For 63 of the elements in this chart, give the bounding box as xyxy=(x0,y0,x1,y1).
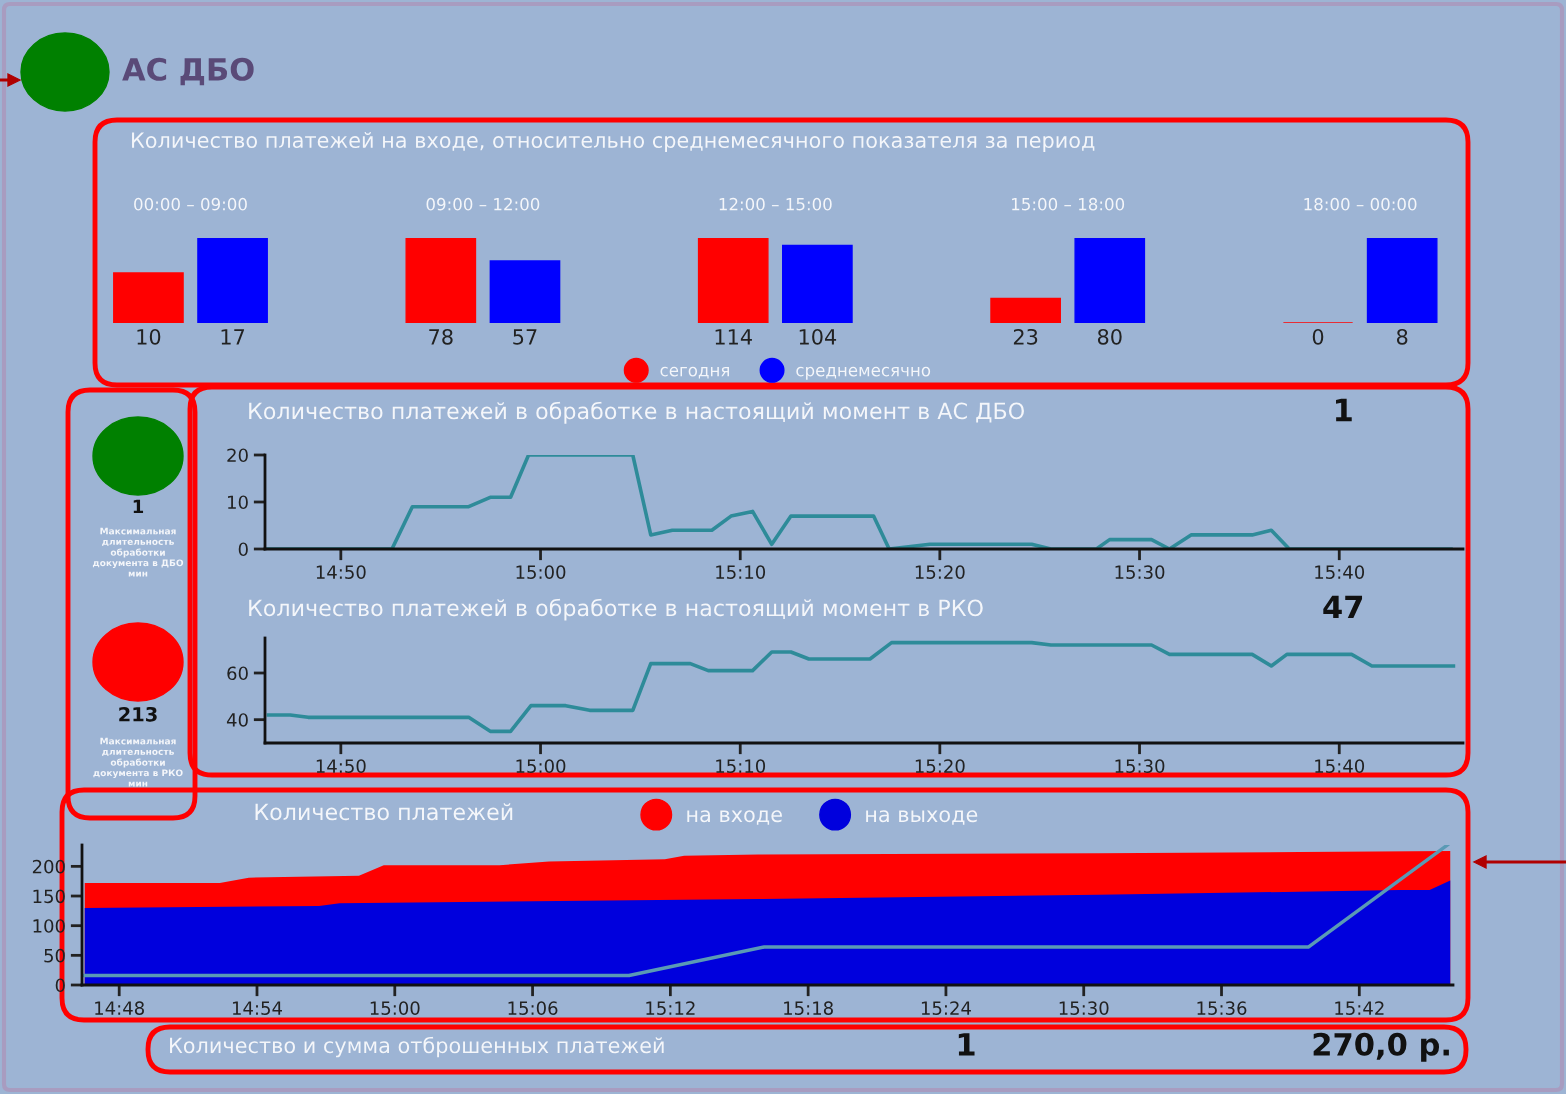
legend-label: на входе xyxy=(687,810,782,825)
chart-title: 15:00 – 18:00 xyxy=(1012,197,1125,211)
x-tick-label: 14:54 xyxy=(232,1001,282,1015)
data-label: 23 xyxy=(1013,328,1038,345)
data-label: 8 xyxy=(1396,328,1408,345)
x-tick-label: 14:48 xyxy=(95,1001,144,1015)
y-tick-label: 10 xyxy=(228,495,248,510)
x-tick-label: 15:40 xyxy=(1315,759,1365,773)
text: Максимальная длительность обработки документа в ДБО мин xyxy=(92,527,184,577)
text: Количество и сумма отброшенных платежей xyxy=(170,1036,664,1058)
data-label: 80 xyxy=(1097,328,1122,345)
data-label: 78 xyxy=(429,328,453,345)
y-tick-label: 0 xyxy=(238,542,248,557)
chart-title: 12:00 – 15:00 xyxy=(719,197,832,211)
legend-label: на выходе xyxy=(866,810,978,825)
x-tick-label: 15:42 xyxy=(1335,1001,1384,1015)
x-tick-label: 14:50 xyxy=(316,759,366,773)
x-tick-label: 15:12 xyxy=(646,1001,695,1015)
text: 1 xyxy=(958,1033,975,1056)
line-series xyxy=(265,455,1453,549)
x-tick-label: 15:20 xyxy=(915,759,965,773)
x-tick-label: 15:30 xyxy=(1059,1001,1109,1015)
y-tick-label: 40 xyxy=(226,713,248,727)
y-tick-label: 60 xyxy=(227,666,248,681)
x-tick-label: 15:10 xyxy=(716,759,766,773)
chart-title: 09:00 – 12:00 xyxy=(426,197,540,211)
y-tick-label: 20 xyxy=(227,448,248,463)
legend-label: сегодня xyxy=(660,366,729,379)
x-tick-label: 15:20 xyxy=(915,565,965,579)
x-tick-label: 15:40 xyxy=(1315,565,1365,579)
x-tick-label: 15:06 xyxy=(508,1001,558,1015)
data-label: 10 xyxy=(137,328,161,345)
data-label: 104 xyxy=(799,328,837,345)
legend-label: среднемесячно xyxy=(796,366,931,380)
data-label: 114 xyxy=(715,329,752,345)
x-tick-label: 15:24 xyxy=(921,1001,971,1015)
x-tick-label: 15:30 xyxy=(1115,565,1165,579)
text: 1 xyxy=(1336,398,1352,422)
line-series xyxy=(266,640,1456,734)
text: Количество платежей на входе, относительно среднемесячного показателя за период xyxy=(132,132,1095,153)
text: 213 xyxy=(119,706,157,722)
text: АС ДБО xyxy=(122,57,254,86)
chart-title: 18:00 – 00:00 xyxy=(1304,197,1417,211)
x-tick-label: 15:00 xyxy=(370,1001,420,1015)
y-tick-label: 0 xyxy=(55,978,65,993)
text: 1 xyxy=(133,499,144,513)
x-tick-label: 15:10 xyxy=(716,565,766,579)
x-tick-label: 15:00 xyxy=(516,565,566,579)
x-tick-label: 15:00 xyxy=(516,759,566,773)
x-tick-label: 15:36 xyxy=(1197,1001,1247,1015)
chart-title: 00:00 – 09:00 xyxy=(134,197,247,211)
text: 270,0 р. xyxy=(1313,1032,1449,1062)
x-tick-label: 15:18 xyxy=(784,1001,833,1015)
chart-title: Количество платежей в обработке в настоящий момент в РКО xyxy=(249,598,983,621)
x-tick-label: 14:50 xyxy=(316,565,366,579)
text: Максимальная длительность обработки документа в РКО мин xyxy=(93,737,183,787)
x-tick-label: 15:30 xyxy=(1115,759,1165,773)
data-label: 17 xyxy=(221,329,245,345)
text: 47 xyxy=(1323,595,1363,619)
chart-title: Количество платежей xyxy=(255,803,513,821)
data-label: 0 xyxy=(1312,328,1324,345)
data-label: 57 xyxy=(513,329,537,345)
chart-title: Количество платежей в обработке в настоящий момент в АС ДБО xyxy=(249,401,1024,424)
